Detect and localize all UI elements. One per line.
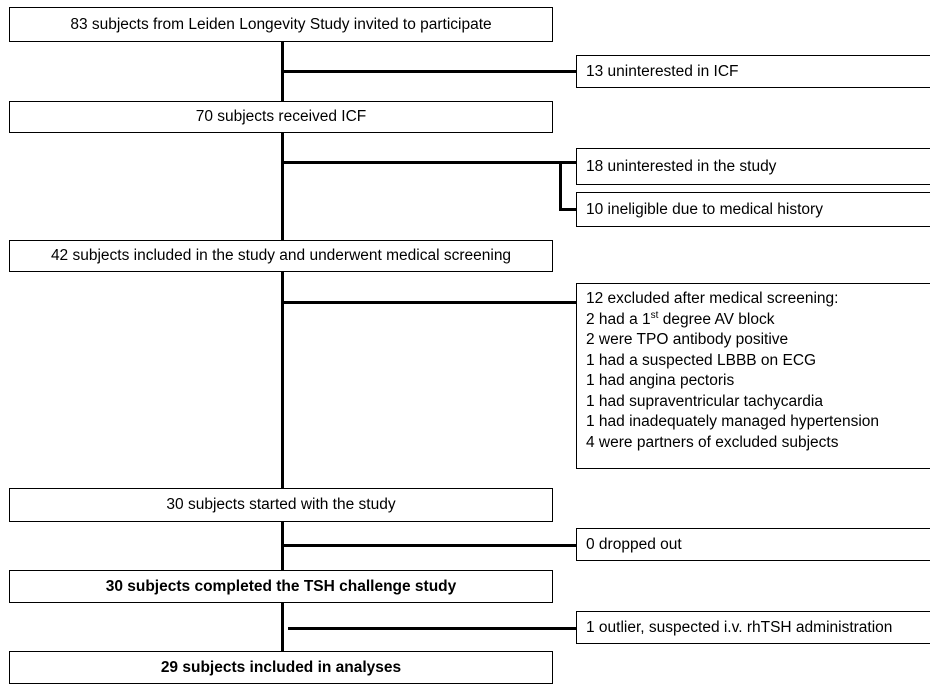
main-flow-line-2 <box>281 132 284 241</box>
screening-item: 1 had inadequately managed hypertension <box>586 413 880 430</box>
exit-outlier-label: 1 outlier, suspected i.v. rhTSH administ… <box>586 618 893 636</box>
exit-dropped-out: 0 dropped out <box>576 528 930 561</box>
exit-screening-excluded: 12 excluded after medical screening: 2 h… <box>576 283 930 469</box>
screening-item: 4 were partners of excluded subjects <box>586 433 839 451</box>
exit-outlier: 1 outlier, suspected i.v. rhTSH administ… <box>576 611 930 644</box>
av-block-prefix: 2 had a 1 <box>586 310 651 328</box>
av-block-superscript: st <box>650 309 659 321</box>
screening-header: 12 excluded after medical screening: <box>586 290 839 307</box>
exit-uninterested-icf: 13 uninterested in ICF <box>576 55 930 88</box>
exit-uninterested-icf-label: 13 uninterested in ICF <box>586 62 739 80</box>
step-started: 30 subjects started with the study <box>9 488 553 522</box>
step-invited: 83 subjects from Leiden Longevity Study … <box>9 7 553 42</box>
step-analysed-label: 29 subjects included in analyses <box>160 658 402 676</box>
exit-dropped-out-label: 0 dropped out <box>586 535 682 553</box>
exit-ineligible-label: 10 ineligible due to medical history <box>586 200 823 218</box>
step-completed-label: 30 subjects completed the TSH challenge … <box>105 577 457 595</box>
exit-uninterested-study-label: 18 uninterested in the study <box>586 157 777 175</box>
branch-line-outlier <box>288 627 576 630</box>
exit-ineligible: 10 ineligible due to medical history <box>576 192 930 227</box>
step-analysed: 29 subjects included in analyses <box>9 651 553 684</box>
branch-line-icf <box>281 70 576 73</box>
screening-item: 2 were TPO antibody positive <box>586 331 789 348</box>
screening-item: 1 had a suspected LBBB on ECG <box>586 351 817 369</box>
step-included-screening: 42 subjects included in the study and un… <box>9 240 553 272</box>
branch-line-ineligible <box>559 208 576 211</box>
screening-item-av-block: 2 had a 1st degree AV block <box>586 310 930 331</box>
step-included-screening-label: 42 subjects included in the study and un… <box>50 247 512 265</box>
step-completed: 30 subjects completed the TSH challenge … <box>9 570 553 603</box>
branch-line-split <box>559 161 562 211</box>
step-invited-label: 83 subjects from Leiden Longevity Study … <box>70 15 492 33</box>
step-received-icf: 70 subjects received ICF <box>9 101 553 133</box>
screening-item: 1 had supraventricular tachycardia <box>586 392 823 410</box>
branch-line-screening <box>281 301 576 304</box>
branch-line-dropped <box>281 544 576 547</box>
main-flow-line-5 <box>281 602 284 652</box>
screening-item: 1 had angina pectoris <box>586 372 735 389</box>
exit-uninterested-study: 18 uninterested in the study <box>576 148 930 185</box>
branch-line-study <box>281 161 576 164</box>
step-received-icf-label: 70 subjects received ICF <box>195 108 367 126</box>
av-block-suffix: degree AV block <box>658 310 775 328</box>
main-flow-line-3 <box>281 271 284 489</box>
step-started-label: 30 subjects started with the study <box>166 496 396 514</box>
